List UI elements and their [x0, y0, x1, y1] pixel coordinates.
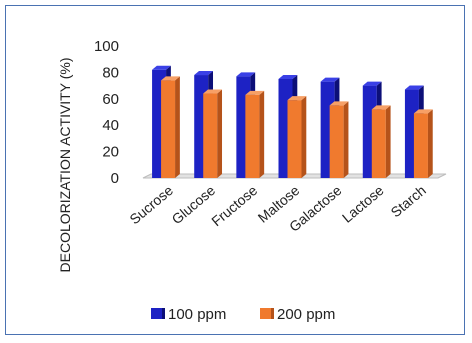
bar-200ppm [161, 76, 180, 178]
bar-200ppm [287, 96, 307, 178]
y-tick-label: 20 [102, 144, 119, 161]
y-tick-label: 100 [94, 38, 119, 55]
legend-label: 100 ppm [168, 306, 226, 323]
y-tick-label: 0 [111, 170, 119, 187]
y-tick-label: 60 [102, 91, 119, 108]
x-category-label: Lactose [339, 182, 387, 226]
legend-item: 100 ppm [151, 306, 226, 323]
y-tick-label: 40 [102, 117, 119, 134]
legend-item: 200 ppm [260, 306, 335, 323]
bar-200ppm [203, 89, 223, 178]
bar-200ppm [329, 101, 349, 178]
bar-200ppm [413, 109, 433, 178]
bar-200ppm [371, 105, 391, 178]
bar-200ppm [245, 90, 265, 178]
legend-label: 200 ppm [277, 306, 335, 323]
x-category-label: Sucrose [126, 182, 176, 227]
legend-swatch [151, 308, 162, 319]
x-category-label: Starch [388, 182, 429, 220]
y-axis-title: DECOLORIZATION ACTIVITY (%) [57, 58, 73, 273]
y-tick-label: 80 [102, 64, 119, 81]
x-category-label: Fructose [208, 182, 260, 229]
legend-swatch [260, 308, 271, 319]
